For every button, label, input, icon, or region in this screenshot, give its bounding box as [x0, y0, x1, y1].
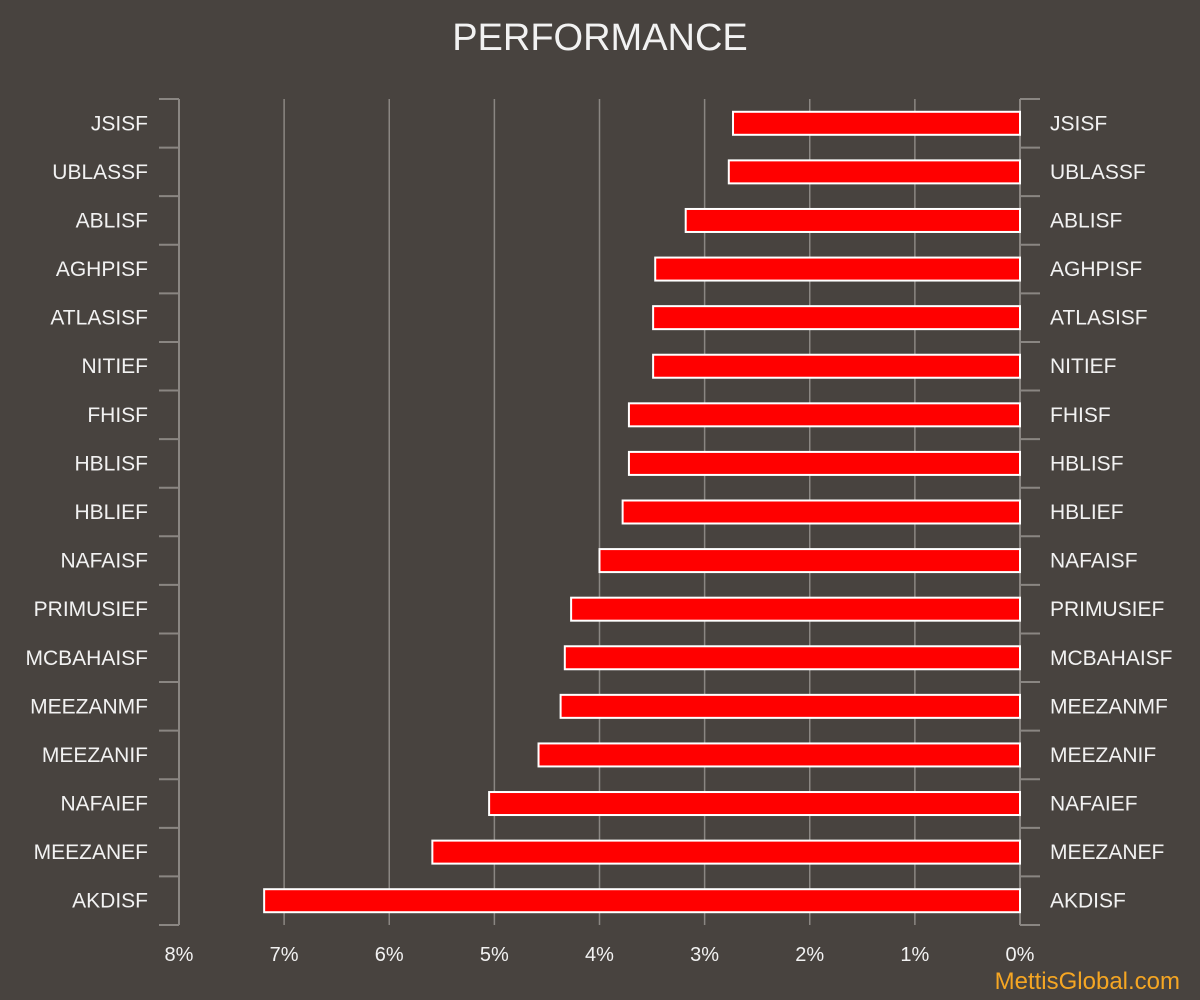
bar-atlasisf [652, 305, 1022, 331]
right-label-meezanif: MEEZANIF [1050, 744, 1156, 767]
right-label-nafaief: NAFAIEF [1050, 793, 1138, 816]
right-label-akdisf: AKDISF [1050, 890, 1126, 913]
bar-aghpisf [654, 256, 1021, 282]
right-label-meezanmf: MEEZANMF [1050, 695, 1168, 718]
right-label-nafaisf: NAFAISF [1050, 550, 1138, 573]
x-tick-label-7: 7% [270, 944, 299, 966]
left-label-meezanef: MEEZANEF [34, 841, 148, 864]
left-label-nafaief: NAFAIEF [60, 793, 148, 816]
bar-ublassf [727, 159, 1022, 185]
bar-meezanif [537, 742, 1022, 768]
bar-primusief [570, 596, 1022, 622]
bars [263, 110, 1022, 914]
bar-akdisf [263, 888, 1021, 914]
left-label-primusief: PRIMUSIEF [34, 598, 148, 621]
right-label-aghpisf: AGHPISF [1050, 258, 1142, 281]
right-label-hblisf: HBLISF [1050, 452, 1124, 475]
left-label-ublassf: UBLASSF [52, 161, 148, 184]
x-tick-labels: 8% 7% 6% 5% 4% 3% 2% 1% 0% [165, 944, 1035, 966]
right-label-jsisf: JSISF [1050, 112, 1107, 135]
x-tick-label-1: 1% [900, 944, 929, 966]
left-label-mcbahaisf: MCBAHAISF [25, 647, 148, 670]
left-label-hblisf: HBLISF [74, 452, 148, 475]
right-label-meezanef: MEEZANEF [1050, 841, 1164, 864]
bar-fhisf [627, 402, 1021, 428]
category-labels: JSISF JSISF UBLASSF UBLASSF ABLISF ABLISF AGHP… [25, 112, 1172, 912]
x-tick-label-4: 4% [585, 944, 614, 966]
chart-title: PERFORMANCE [452, 17, 748, 59]
bar-meezanef [431, 839, 1021, 865]
left-label-atlasisf: ATLASISF [50, 307, 148, 330]
left-label-meezanif: MEEZANIF [42, 744, 148, 767]
bar-nafaisf [598, 548, 1021, 574]
right-label-ablisf: ABLISF [1050, 209, 1122, 232]
right-label-primusief: PRIMUSIEF [1050, 598, 1164, 621]
left-label-ablisf: ABLISF [76, 209, 148, 232]
right-label-mcbahaisf: MCBAHAISF [1050, 647, 1173, 670]
right-label-ublassf: UBLASSF [1050, 161, 1146, 184]
bar-ablisf [684, 207, 1021, 233]
bar-hblief [621, 499, 1021, 525]
bar-mcbahaisf [563, 645, 1022, 671]
left-label-fhisf: FHISF [87, 404, 148, 427]
x-tick-label-6: 6% [375, 944, 404, 966]
x-tick-label-2: 2% [795, 944, 824, 966]
x-tick-label-3: 3% [690, 944, 719, 966]
left-label-nafaisf: NAFAISF [60, 550, 148, 573]
left-label-aghpisf: AGHPISF [56, 258, 148, 281]
right-label-fhisf: FHISF [1050, 404, 1111, 427]
x-tick-label-0: 0% [1006, 944, 1035, 966]
x-tick-label-8: 8% [165, 944, 194, 966]
right-label-atlasisf: ATLASISF [1050, 307, 1148, 330]
right-label-nitief: NITIEF [1050, 355, 1117, 378]
right-label-hblief: HBLIEF [1050, 501, 1124, 524]
bar-nitief [652, 353, 1022, 379]
bar-jsisf [732, 110, 1021, 136]
bar-nafaief [488, 791, 1021, 817]
left-label-akdisf: AKDISF [72, 890, 148, 913]
x-tick-label-5: 5% [480, 944, 509, 966]
watermark: MettisGlobal.com [995, 968, 1180, 995]
left-label-meezanmf: MEEZANMF [30, 695, 148, 718]
left-label-nitief: NITIEF [82, 355, 149, 378]
left-label-hblief: HBLIEF [74, 501, 148, 524]
bar-meezanmf [559, 693, 1021, 719]
bar-hblisf [627, 450, 1021, 476]
left-label-jsisf: JSISF [91, 112, 148, 135]
